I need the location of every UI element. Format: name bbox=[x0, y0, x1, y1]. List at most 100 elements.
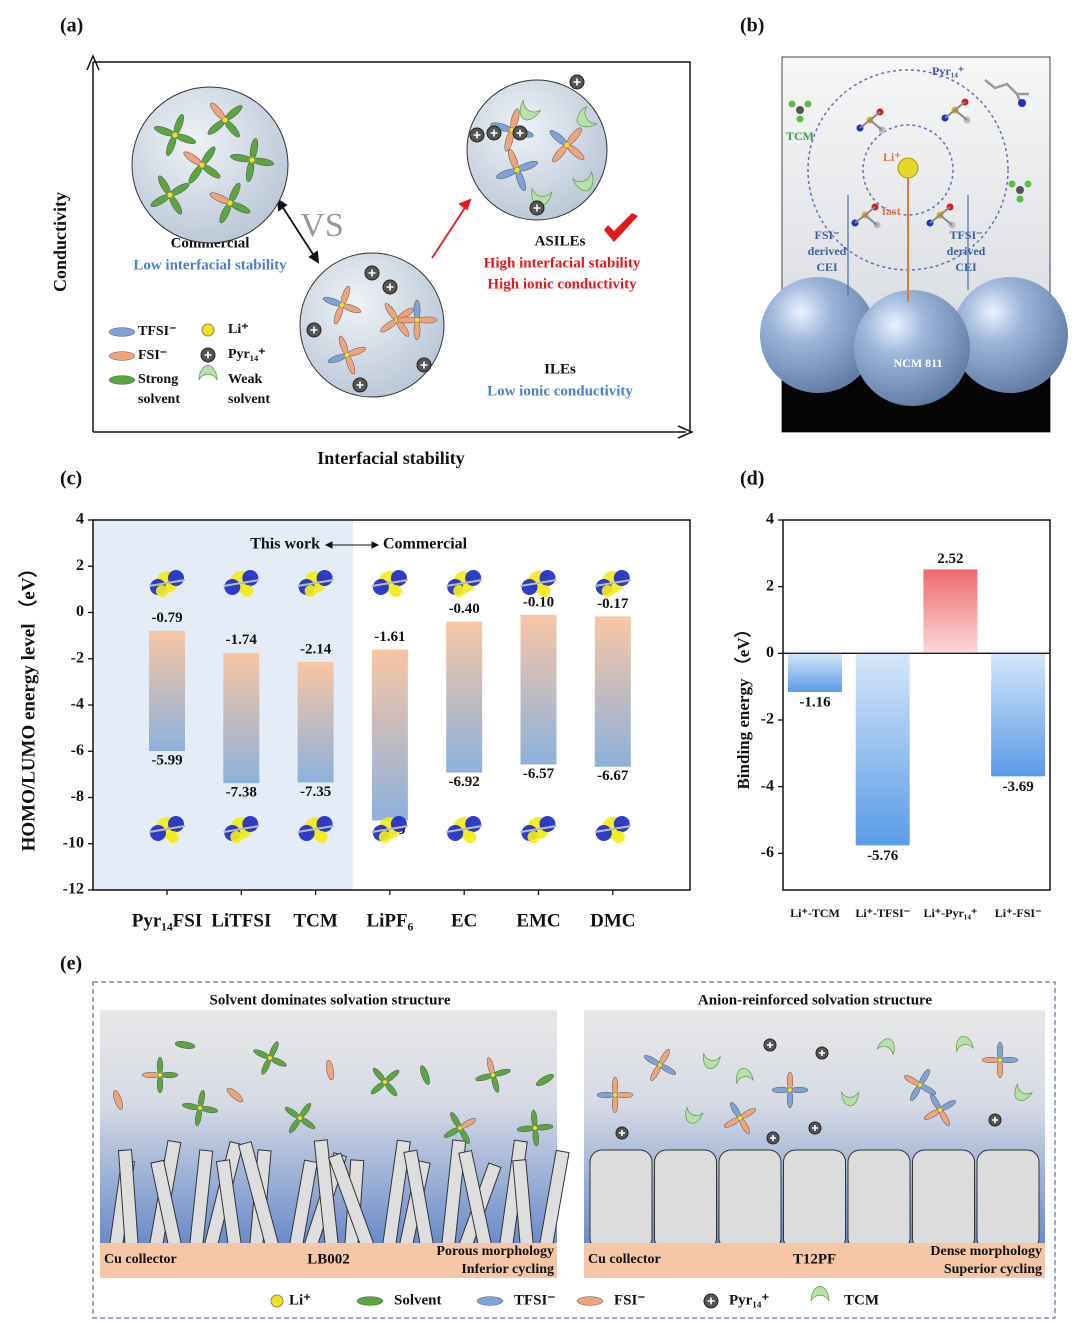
pyr-plus bbox=[420, 361, 428, 369]
pyr-plus bbox=[310, 326, 318, 334]
collector bbox=[584, 1243, 1045, 1278]
li-dot bbox=[490, 1072, 496, 1078]
value-label: -0.17 bbox=[597, 596, 629, 612]
free-molecule bbox=[326, 1059, 334, 1081]
atom bbox=[796, 115, 804, 123]
ion-arm bbox=[786, 1089, 794, 1109]
ion-arm bbox=[996, 1059, 1004, 1079]
free-molecule bbox=[476, 1296, 504, 1306]
bond bbox=[944, 101, 968, 121]
bar bbox=[788, 653, 842, 692]
dense-block bbox=[912, 1149, 975, 1251]
orbital bbox=[230, 831, 243, 843]
orbital bbox=[613, 570, 630, 586]
legend-label: TFSI⁻ bbox=[138, 324, 177, 339]
atom bbox=[796, 106, 804, 114]
orbital bbox=[378, 831, 391, 843]
weak-solvent bbox=[572, 171, 594, 191]
energy-bar bbox=[520, 614, 557, 765]
y-tick-label: 4 bbox=[76, 511, 84, 528]
cei-label: derived bbox=[947, 244, 986, 258]
collector-label: Cu collector bbox=[588, 1252, 661, 1267]
atom bbox=[1008, 180, 1016, 188]
pyr-plus bbox=[368, 269, 376, 277]
value-label: -6.67 bbox=[597, 768, 629, 784]
y-tick-label: 0 bbox=[766, 644, 774, 661]
pyr-plus bbox=[619, 1130, 625, 1136]
free-molecule bbox=[108, 351, 136, 361]
orbital bbox=[601, 585, 614, 597]
orbital bbox=[453, 585, 466, 597]
weak-solvent bbox=[955, 1035, 974, 1052]
li-dot bbox=[457, 1125, 463, 1131]
plot-frame bbox=[782, 519, 1051, 891]
panel-a: (a) Conductivity Interfacial stability V… bbox=[50, 15, 694, 468]
value-label: -5.99 bbox=[151, 752, 182, 768]
ion-arm bbox=[789, 1086, 809, 1094]
molecule-bonds bbox=[148, 579, 186, 587]
orbital bbox=[390, 570, 407, 586]
electrolyte-circle bbox=[131, 86, 289, 244]
li-dot bbox=[270, 1294, 284, 1308]
cei-arrows bbox=[847, 195, 969, 295]
iles-name: ILEs bbox=[544, 361, 576, 377]
cei-label: TFSI⁻ bbox=[949, 228, 982, 242]
x-tick-label: DMC bbox=[590, 910, 635, 931]
bar bbox=[923, 569, 978, 654]
x-tick-label: Li⁺-TFSI⁻ bbox=[855, 906, 910, 920]
morphology-note: Superior cycling bbox=[944, 1262, 1042, 1277]
solvent-label: TCM bbox=[786, 129, 814, 143]
collector bbox=[100, 1243, 557, 1278]
x-tick-label: LiPF₆ bbox=[366, 910, 413, 931]
li-dot bbox=[657, 1062, 663, 1068]
value-label: -7.38 bbox=[226, 785, 257, 801]
orbital bbox=[613, 816, 630, 832]
value-label: -1.16 bbox=[799, 694, 831, 710]
atom bbox=[788, 100, 796, 108]
pyr-plus bbox=[533, 204, 541, 212]
ion-arm bbox=[413, 319, 421, 341]
atom bbox=[804, 100, 812, 108]
ion-arm bbox=[159, 1071, 179, 1079]
y-tick-label: -8 bbox=[71, 788, 84, 805]
vs-label: VS bbox=[300, 207, 343, 244]
molecule-bonds bbox=[446, 579, 483, 587]
li-dot bbox=[612, 1092, 618, 1098]
ion-label: Li⁺ bbox=[883, 150, 901, 164]
dense-block bbox=[589, 1149, 653, 1251]
x-tick-label: Li⁺-Pyr₁₄⁺ bbox=[923, 906, 977, 920]
li-dot bbox=[339, 302, 345, 308]
ion-arm bbox=[981, 1056, 1001, 1064]
dense-block bbox=[847, 1149, 911, 1251]
li-dot bbox=[917, 1082, 923, 1088]
sphere bbox=[760, 277, 876, 393]
pyr-plus bbox=[812, 1125, 818, 1131]
free-molecule bbox=[113, 1090, 123, 1110]
cei-label: CEI bbox=[816, 260, 838, 274]
atom bbox=[1024, 180, 1032, 188]
li-dot bbox=[227, 200, 233, 206]
pyr-plus bbox=[707, 1297, 715, 1305]
morphology-note: Dense morphology bbox=[930, 1244, 1042, 1259]
sphere bbox=[952, 277, 1068, 393]
bond bbox=[854, 206, 878, 226]
bond bbox=[859, 111, 883, 131]
x-tick-label: EC bbox=[451, 910, 477, 931]
ion-arm bbox=[614, 1091, 634, 1099]
asiles-name: ASILEs bbox=[535, 233, 586, 249]
value-label: -0.79 bbox=[151, 610, 182, 626]
ion-arm bbox=[416, 316, 438, 324]
orbital bbox=[242, 570, 259, 586]
panel-label: (e) bbox=[60, 953, 82, 975]
orbital bbox=[241, 585, 254, 597]
commercial-note: Low interfacial stability bbox=[133, 257, 287, 273]
molecule-bonds bbox=[446, 825, 483, 833]
ion-arm bbox=[156, 1056, 164, 1076]
orbital bbox=[150, 825, 166, 841]
pyr-plus bbox=[516, 129, 524, 137]
ion-arm bbox=[141, 1071, 161, 1079]
value-label: -7.35 bbox=[300, 784, 331, 800]
ion-arm bbox=[786, 1071, 794, 1091]
ion-arm bbox=[611, 1076, 619, 1096]
legend-label: FSI⁻ bbox=[138, 348, 167, 363]
